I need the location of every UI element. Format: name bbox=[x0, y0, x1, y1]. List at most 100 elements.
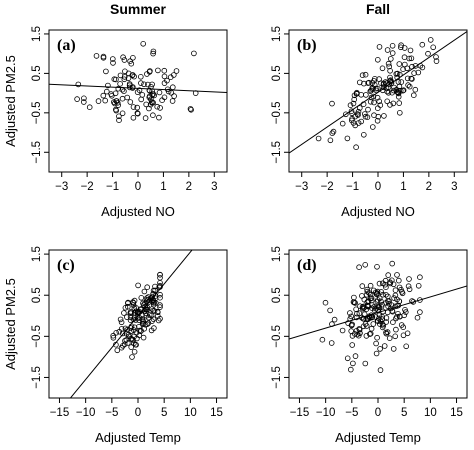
data-point bbox=[138, 327, 144, 334]
data-point bbox=[103, 68, 109, 75]
data-point bbox=[400, 332, 407, 339]
data-point bbox=[358, 118, 365, 125]
data-point bbox=[356, 79, 363, 86]
x-tick-label: −5 bbox=[345, 407, 358, 419]
data-point bbox=[118, 319, 125, 326]
data-point bbox=[374, 105, 381, 111]
data-point bbox=[339, 120, 346, 127]
data-point bbox=[398, 42, 404, 48]
point-group bbox=[74, 40, 199, 123]
data-point bbox=[367, 291, 374, 298]
data-point bbox=[150, 48, 157, 55]
data-point bbox=[402, 306, 408, 313]
data-point bbox=[136, 87, 143, 93]
data-point bbox=[131, 73, 137, 80]
data-point bbox=[146, 69, 153, 75]
data-point bbox=[121, 310, 127, 316]
data-point bbox=[348, 328, 355, 334]
data-point bbox=[155, 67, 161, 74]
x-tick-label: −15 bbox=[290, 407, 310, 419]
data-point bbox=[171, 93, 177, 99]
data-point bbox=[378, 298, 384, 305]
data-point bbox=[161, 67, 168, 74]
data-point bbox=[376, 98, 383, 105]
y-tick-label: −1.5 bbox=[271, 366, 283, 389]
data-point bbox=[370, 287, 377, 294]
data-point bbox=[365, 303, 371, 309]
panel-label: (a) bbox=[57, 37, 76, 54]
data-point bbox=[120, 54, 126, 60]
data-point bbox=[349, 110, 355, 117]
data-point bbox=[417, 297, 423, 303]
x-tick-label: −10 bbox=[76, 407, 96, 419]
data-point bbox=[362, 113, 369, 120]
data-point bbox=[390, 346, 397, 352]
y-axis-label: Adjusted PM2.5 bbox=[3, 55, 18, 147]
data-point bbox=[188, 107, 194, 113]
data-point bbox=[131, 305, 138, 312]
data-point bbox=[390, 281, 397, 288]
data-point bbox=[134, 89, 141, 95]
data-point bbox=[145, 320, 152, 326]
data-point bbox=[124, 326, 131, 333]
data-point bbox=[128, 344, 135, 350]
data-point bbox=[74, 96, 80, 102]
data-point bbox=[119, 95, 126, 102]
data-point bbox=[349, 321, 355, 328]
data-point bbox=[383, 299, 389, 306]
data-point bbox=[151, 325, 157, 331]
data-point bbox=[371, 82, 378, 88]
data-point bbox=[157, 274, 163, 281]
y-tick-label: −1.5 bbox=[271, 141, 283, 164]
data-point bbox=[351, 96, 358, 103]
y-tick-label: −0.5 bbox=[31, 101, 43, 124]
data-point bbox=[359, 305, 366, 312]
data-point bbox=[140, 334, 147, 341]
data-point bbox=[344, 135, 351, 142]
y-tick-label: 1.5 bbox=[271, 26, 283, 42]
x-tick-label: 1 bbox=[400, 181, 406, 193]
data-point bbox=[387, 77, 394, 83]
data-point bbox=[407, 47, 414, 54]
data-point bbox=[149, 294, 156, 300]
y-tick-label: −1.5 bbox=[31, 366, 43, 389]
data-point bbox=[121, 57, 128, 63]
data-point bbox=[127, 58, 133, 64]
data-point bbox=[113, 106, 119, 113]
data-point bbox=[150, 50, 156, 57]
data-point bbox=[384, 98, 391, 105]
data-point bbox=[342, 111, 349, 118]
data-point bbox=[113, 329, 119, 336]
data-point bbox=[427, 37, 434, 43]
data-point bbox=[412, 86, 419, 93]
panel-d: −15 −10 −5 0 5 10 15 −1.5 −0.5 0.5 1.5 Adjusted Tem… bbox=[271, 246, 468, 445]
data-point bbox=[376, 44, 383, 50]
x-tick-label: 10 bbox=[424, 407, 437, 419]
y-tick-label: 0.5 bbox=[271, 65, 283, 81]
data-point bbox=[385, 298, 391, 304]
data-point bbox=[404, 75, 411, 82]
data-point bbox=[327, 307, 333, 314]
data-point bbox=[362, 261, 369, 268]
data-point bbox=[371, 112, 377, 118]
data-point bbox=[361, 80, 367, 87]
data-point bbox=[151, 299, 158, 306]
data-point bbox=[130, 104, 137, 110]
data-point bbox=[392, 287, 399, 294]
data-point bbox=[134, 104, 141, 111]
data-point bbox=[128, 310, 134, 316]
data-point bbox=[154, 308, 161, 315]
data-point bbox=[167, 74, 174, 80]
data-point bbox=[129, 354, 135, 360]
data-point bbox=[104, 88, 110, 95]
y-tick-label: 1.5 bbox=[271, 246, 283, 262]
data-point bbox=[347, 310, 353, 316]
data-point bbox=[350, 100, 357, 107]
y-tick-label: −1.5 bbox=[31, 141, 43, 164]
data-point bbox=[109, 93, 115, 99]
data-point bbox=[405, 82, 411, 88]
data-point bbox=[121, 76, 128, 83]
y-tick-label: 1.5 bbox=[31, 246, 43, 262]
data-point bbox=[362, 360, 369, 367]
data-point bbox=[81, 99, 87, 105]
